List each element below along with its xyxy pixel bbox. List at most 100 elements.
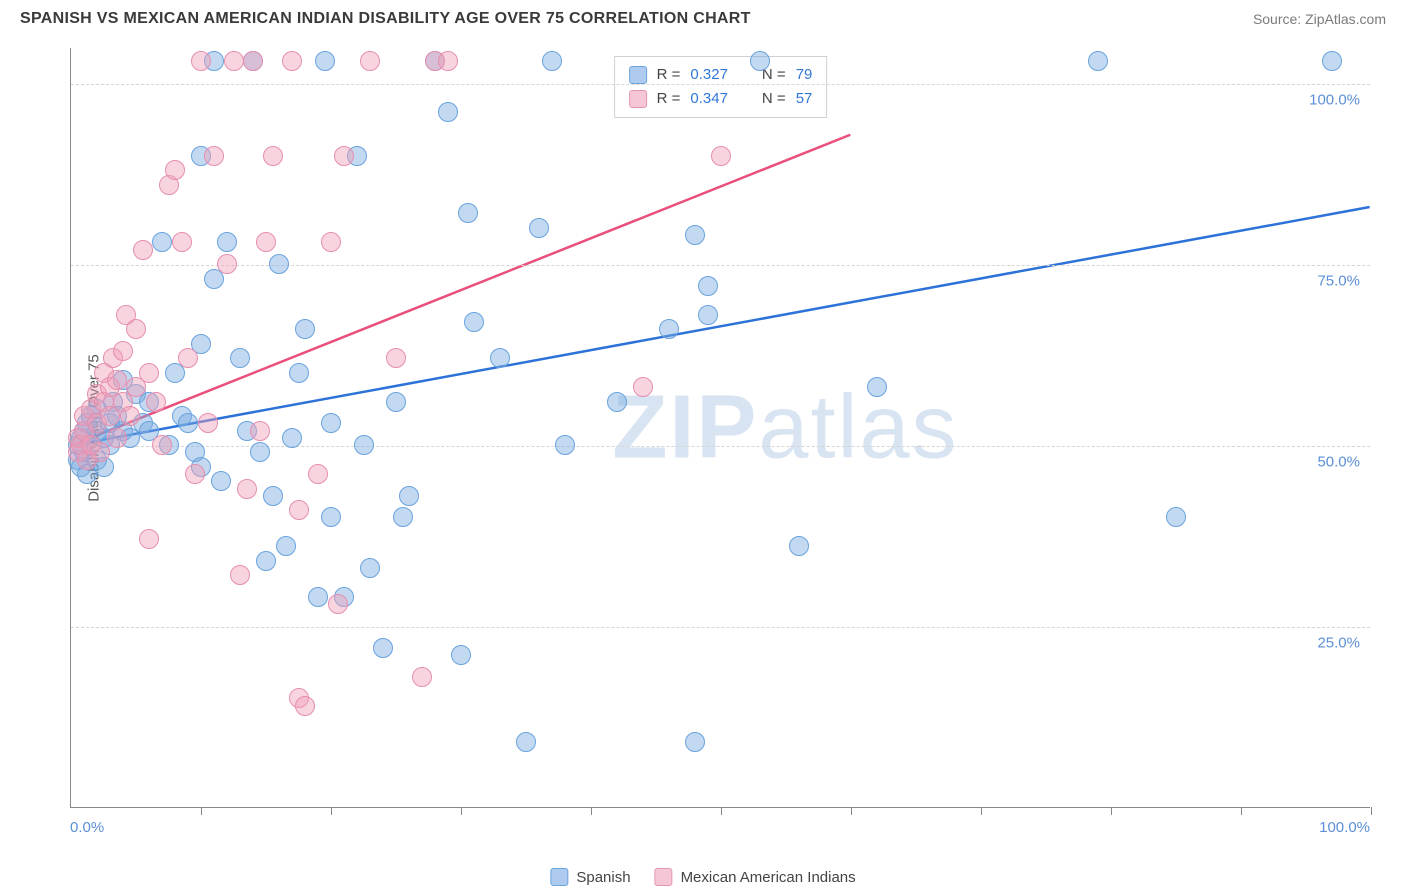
scatter-point <box>516 732 536 752</box>
scatter-point <box>139 363 159 383</box>
scatter-point <box>1088 51 1108 71</box>
scatter-point <box>191 51 211 71</box>
stats-swatch <box>629 90 647 108</box>
scatter-point <box>438 51 458 71</box>
legend-label: Spanish <box>576 869 630 886</box>
scatter-point <box>685 225 705 245</box>
scatter-point <box>659 319 679 339</box>
x-tick <box>201 807 202 815</box>
scatter-point <box>133 240 153 260</box>
gridline-h <box>71 265 1370 266</box>
scatter-point <box>224 51 244 71</box>
scatter-point <box>237 479 257 499</box>
scatter-point <box>328 594 348 614</box>
scatter-point <box>295 696 315 716</box>
scatter-point <box>289 500 309 520</box>
scatter-point <box>386 392 406 412</box>
scatter-point <box>250 421 270 441</box>
scatter-point <box>458 203 478 223</box>
scatter-point <box>393 507 413 527</box>
gridline-h <box>71 84 1370 85</box>
scatter-point <box>529 218 549 238</box>
scatter-point <box>750 51 770 71</box>
x-tick <box>1111 807 1112 815</box>
scatter-point <box>354 435 374 455</box>
scatter-point <box>263 146 283 166</box>
legend-swatch <box>550 868 568 886</box>
scatter-point <box>243 51 263 71</box>
stats-r-value: 0.347 <box>690 87 728 111</box>
scatter-point <box>360 558 380 578</box>
scatter-point <box>269 254 289 274</box>
scatter-point <box>399 486 419 506</box>
scatter-point <box>178 348 198 368</box>
x-tick <box>1241 807 1242 815</box>
x-tick <box>1371 807 1372 815</box>
scatter-point <box>282 51 302 71</box>
x-tick <box>981 807 982 815</box>
scatter-point <box>178 413 198 433</box>
scatter-point <box>451 645 471 665</box>
scatter-point <box>373 638 393 658</box>
y-tick-label: 75.0% <box>1317 273 1360 290</box>
legend-bottom: Spanish Mexican American Indians <box>550 868 855 886</box>
scatter-point <box>698 276 718 296</box>
scatter-point <box>698 305 718 325</box>
stats-n-value: 57 <box>796 87 813 111</box>
legend-item: Spanish <box>550 868 630 886</box>
stats-box: R =0.327N =79R =0.347N =57 <box>614 56 828 118</box>
scatter-point <box>685 732 705 752</box>
scatter-point <box>107 370 127 390</box>
y-tick-label: 25.0% <box>1317 635 1360 652</box>
stats-r-label: R = <box>657 87 681 111</box>
y-tick-label: 50.0% <box>1317 454 1360 471</box>
scatter-point <box>120 406 140 426</box>
x-axis-min-label: 0.0% <box>70 819 104 836</box>
scatter-point <box>867 377 887 397</box>
scatter-point <box>152 435 172 455</box>
scatter-point <box>172 232 192 252</box>
scatter-point <box>250 442 270 462</box>
scatter-point <box>633 377 653 397</box>
scatter-point <box>607 392 627 412</box>
scatter-point <box>146 392 166 412</box>
scatter-point <box>90 442 110 462</box>
scatter-point <box>1166 507 1186 527</box>
scatter-point <box>217 232 237 252</box>
scatter-point <box>276 536 296 556</box>
chart-area: Disability Age Over 75 ZIPatlas R =0.327… <box>40 48 1380 808</box>
scatter-point <box>438 102 458 122</box>
scatter-point <box>1322 51 1342 71</box>
scatter-point <box>152 232 172 252</box>
scatter-point <box>263 486 283 506</box>
scatter-point <box>295 319 315 339</box>
gridline-h <box>71 627 1370 628</box>
x-tick <box>591 807 592 815</box>
scatter-point <box>490 348 510 368</box>
chart-source: Source: ZipAtlas.com <box>1253 11 1386 27</box>
legend-label: Mexican American Indians <box>681 869 856 886</box>
scatter-point <box>230 565 250 585</box>
scatter-point <box>204 146 224 166</box>
scatter-point <box>256 232 276 252</box>
scatter-point <box>217 254 237 274</box>
scatter-point <box>412 667 432 687</box>
scatter-point <box>198 413 218 433</box>
scatter-point <box>789 536 809 556</box>
y-tick-label: 100.0% <box>1309 92 1360 109</box>
scatter-point <box>321 232 341 252</box>
scatter-point <box>113 341 133 361</box>
scatter-point <box>711 146 731 166</box>
scatter-point <box>126 319 146 339</box>
scatter-point <box>165 160 185 180</box>
scatter-point <box>386 348 406 368</box>
x-axis-max-label: 100.0% <box>1319 819 1370 836</box>
chart-title: SPANISH VS MEXICAN AMERICAN INDIAN DISAB… <box>20 10 751 28</box>
trend-line <box>71 135 850 446</box>
scatter-point <box>542 51 562 71</box>
x-tick <box>331 807 332 815</box>
watermark: ZIPatlas <box>612 376 958 479</box>
scatter-point <box>308 464 328 484</box>
legend-swatch <box>655 868 673 886</box>
scatter-point <box>107 428 127 448</box>
